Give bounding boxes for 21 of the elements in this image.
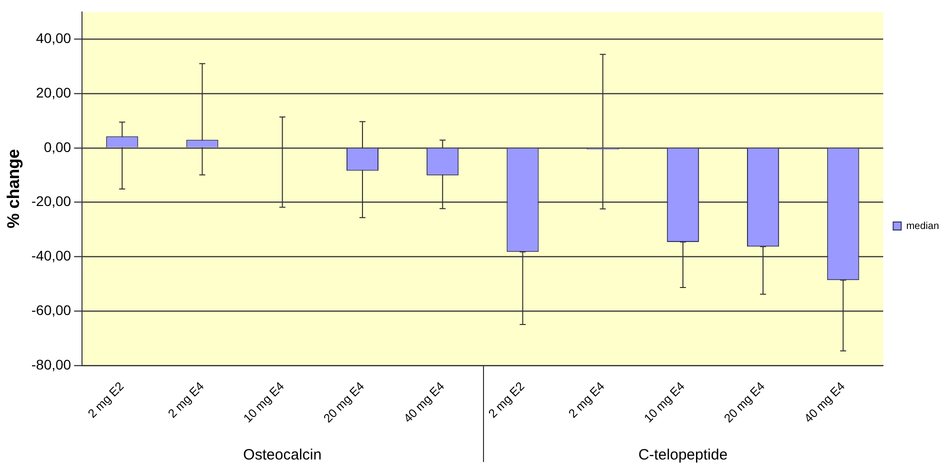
x-tick-label: 20 mg E4 bbox=[320, 378, 368, 426]
x-tick-label: 2 mg E2 bbox=[486, 378, 528, 421]
y-tick-label: 20,00 bbox=[36, 84, 72, 100]
y-tick-label: 40,00 bbox=[36, 30, 72, 46]
x-tick-label: 40 mg E4 bbox=[400, 378, 448, 426]
x-tick-label: 2 mg E4 bbox=[165, 378, 207, 421]
x-tick-label: 10 mg E4 bbox=[641, 378, 688, 426]
y-tick-label: -20,00 bbox=[31, 193, 72, 210]
x-tick-label: 20 mg E4 bbox=[721, 378, 768, 426]
text: Osteocalcin bbox=[243, 446, 322, 464]
x-tick-label: 10 mg E4 bbox=[240, 378, 288, 426]
text: C-telopeptide bbox=[638, 446, 728, 464]
x-tick-label: 2 mg E4 bbox=[566, 378, 608, 421]
y-tick-label: -40,00 bbox=[31, 248, 72, 264]
legend-label: median bbox=[906, 220, 940, 232]
y-tick-label: 0,00 bbox=[44, 138, 72, 155]
x-tick-label: 40 mg E4 bbox=[801, 378, 848, 426]
y-tick-label: -60,00 bbox=[31, 302, 72, 318]
x-tick-label: 2 mg E2 bbox=[85, 378, 127, 421]
y-axis-title: % change bbox=[4, 149, 23, 228]
y-tick-label: -80,00 bbox=[31, 356, 72, 372]
